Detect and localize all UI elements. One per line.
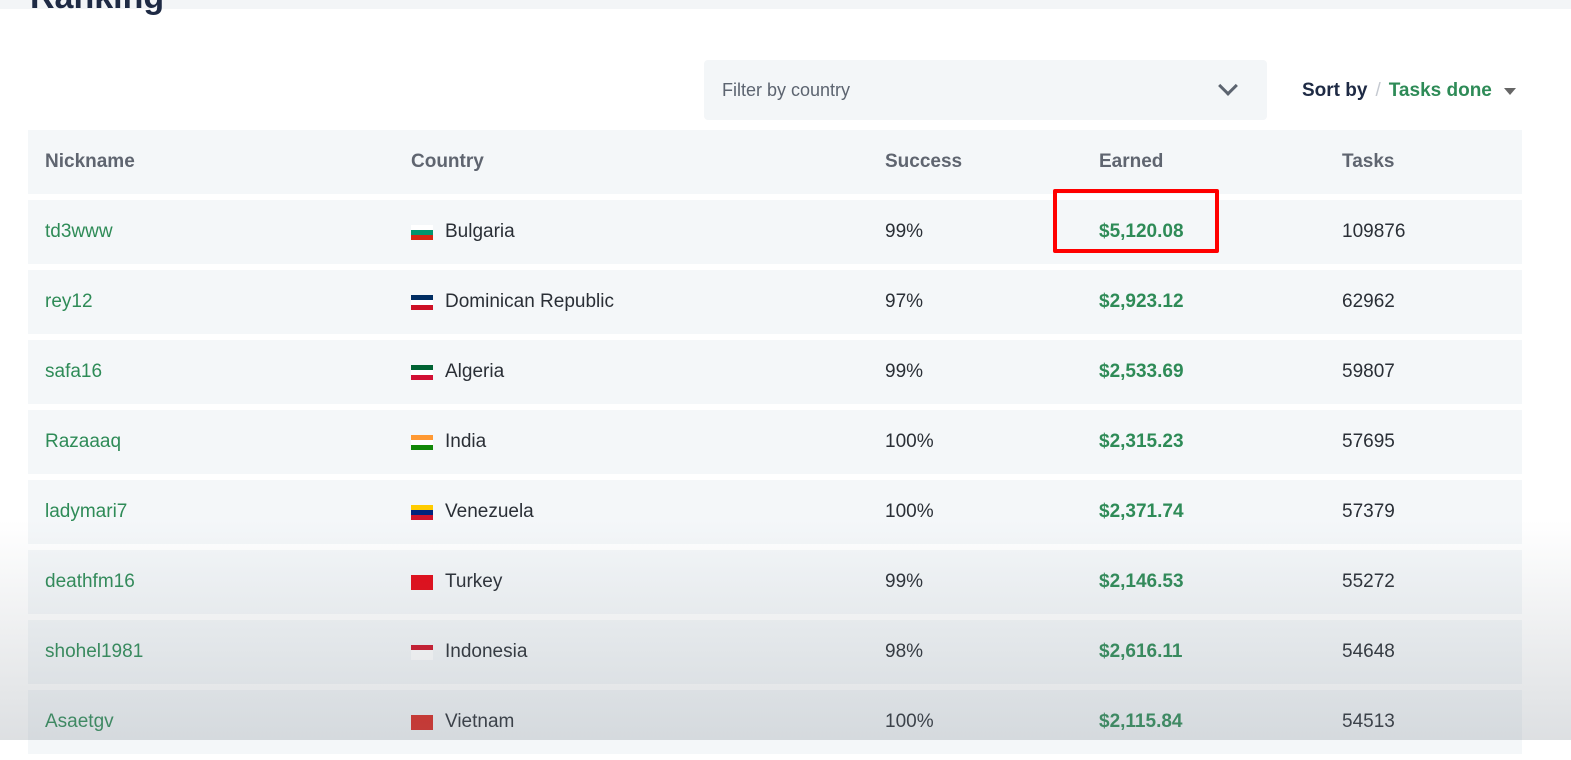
earned-amount: $2,315.23 xyxy=(1099,431,1184,452)
header-success[interactable]: Success xyxy=(885,151,963,172)
country-name: Bulgaria xyxy=(445,221,515,242)
flag-icon xyxy=(411,364,433,380)
tasks-count: 54648 xyxy=(1342,641,1395,662)
table-row: safa16 Algeria 99% $2,533.69 59807 xyxy=(28,340,1522,404)
country-cell: Algeria xyxy=(411,361,504,383)
ranking-table: Nickname Country Success Earned Tasks td… xyxy=(28,130,1522,760)
flag-icon xyxy=(411,644,433,660)
nickname-link[interactable]: ladymari7 xyxy=(45,501,128,522)
nickname-link[interactable]: Razaaaq xyxy=(45,431,122,452)
tasks-count: 59807 xyxy=(1342,361,1395,382)
table-row: rey12 Dominican Republic 97% $2,923.12 6… xyxy=(28,270,1522,334)
flag-icon xyxy=(411,294,433,310)
country-cell: Vietnam xyxy=(411,711,514,733)
table-row: shohel1981 Indonesia 98% $2,616.11 54648 xyxy=(28,620,1522,684)
tasks-count: 55272 xyxy=(1342,571,1395,592)
earned-amount: $2,923.12 xyxy=(1099,291,1184,312)
country-cell: Bulgaria xyxy=(411,221,515,243)
country-name: Turkey xyxy=(445,571,503,592)
table-row: deathfm16 Turkey 99% $2,146.53 55272 xyxy=(28,550,1522,614)
header-tasks[interactable]: Tasks xyxy=(1342,151,1395,172)
tasks-count: 54513 xyxy=(1342,711,1395,732)
flag-icon xyxy=(411,224,433,240)
sort-separator: / xyxy=(1375,80,1381,101)
earned-amount: $2,146.53 xyxy=(1099,571,1184,592)
page-title: Ranking xyxy=(30,0,164,17)
table-header: Nickname Country Success Earned Tasks xyxy=(28,130,1522,194)
country-filter-placeholder: Filter by country xyxy=(722,79,851,100)
tasks-count: 57695 xyxy=(1342,431,1395,452)
caret-down-icon[interactable] xyxy=(1503,87,1516,95)
country-name: India xyxy=(445,431,487,452)
table-row: Asaetgv Vietnam 100% $2,115.84 54513 xyxy=(28,690,1522,754)
sort-value[interactable]: Tasks done xyxy=(1388,80,1492,101)
tasks-count: 57379 xyxy=(1342,501,1395,522)
success-rate: 97% xyxy=(885,291,924,312)
country-filter-dropdown[interactable]: Filter by country xyxy=(704,60,1267,120)
country-name: Dominican Republic xyxy=(445,291,614,312)
country-cell: Venezuela xyxy=(411,501,534,523)
success-rate: 98% xyxy=(885,641,924,662)
nickname-link[interactable]: shohel1981 xyxy=(45,641,144,662)
success-rate: 99% xyxy=(885,221,924,242)
success-rate: 100% xyxy=(885,431,934,452)
country-name: Venezuela xyxy=(445,501,534,522)
success-rate: 100% xyxy=(885,501,934,522)
flag-icon xyxy=(411,714,433,730)
header-earned[interactable]: Earned xyxy=(1099,151,1164,172)
success-rate: 99% xyxy=(885,361,924,382)
sort-label: Sort by xyxy=(1302,80,1368,101)
country-name: Algeria xyxy=(445,361,505,382)
country-cell: Dominican Republic xyxy=(411,291,614,313)
country-name: Vietnam xyxy=(445,711,515,732)
earned-amount: $5,120.08 xyxy=(1099,221,1184,242)
success-rate: 99% xyxy=(885,571,924,592)
country-name: Indonesia xyxy=(445,641,528,662)
nickname-link[interactable]: rey12 xyxy=(45,291,93,312)
table-row: td3www Bulgaria 99% $5,120.08 109876 xyxy=(28,200,1522,264)
top-bar xyxy=(0,0,1571,9)
earned-amount: $2,616.11 xyxy=(1099,641,1183,662)
nickname-link[interactable]: deathfm16 xyxy=(45,571,135,592)
earned-amount: $2,371.74 xyxy=(1099,501,1184,522)
country-cell: India xyxy=(411,431,486,453)
header-country[interactable]: Country xyxy=(411,151,484,172)
nickname-link[interactable]: td3www xyxy=(45,221,113,242)
earned-amount: $2,115.84 xyxy=(1099,711,1183,732)
sort-control[interactable]: Sort by / Tasks done xyxy=(1302,80,1516,102)
flag-icon xyxy=(411,504,433,520)
header-nickname[interactable]: Nickname xyxy=(45,151,135,172)
highlight-box xyxy=(1053,189,1219,253)
nickname-link[interactable]: safa16 xyxy=(45,361,103,382)
success-rate: 100% xyxy=(885,711,934,732)
country-cell: Turkey xyxy=(411,571,502,593)
tasks-count: 62962 xyxy=(1342,291,1395,312)
chevron-down-icon xyxy=(1218,76,1238,96)
tasks-count: 109876 xyxy=(1342,221,1406,242)
earned-amount: $2,533.69 xyxy=(1099,361,1184,382)
table-row: Razaaaq India 100% $2,315.23 57695 xyxy=(28,410,1522,474)
flag-icon xyxy=(411,434,433,450)
country-cell: Indonesia xyxy=(411,641,527,663)
table-row: ladymari7 Venezuela 100% $2,371.74 57379 xyxy=(28,480,1522,544)
flag-icon xyxy=(411,574,433,590)
nickname-link[interactable]: Asaetgv xyxy=(45,711,114,732)
